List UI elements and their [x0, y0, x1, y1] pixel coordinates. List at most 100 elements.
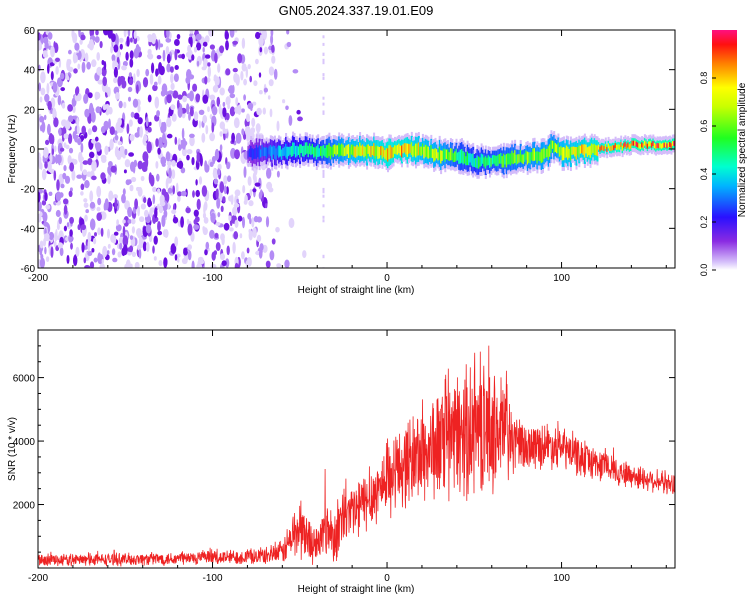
spectrogram-noise-cell [189, 133, 195, 138]
spectrogram-signal-cell [329, 146, 332, 160]
spectrogram-noise-cell [265, 216, 270, 228]
spectrogram-noise-cell [45, 204, 51, 210]
spectrogram-noise-cell [322, 204, 325, 208]
spectrogram-signal-cell [543, 147, 546, 159]
spectrogram-noise-cell [91, 111, 96, 123]
spectrogram-signal-cell [389, 145, 392, 159]
spectrogram-signal-cell [308, 143, 311, 155]
spectrogram-noise-cell [119, 75, 126, 83]
spectrogram-noise-cell [83, 202, 89, 208]
spectrogram-noise-cell [77, 224, 81, 231]
spectrogram-signal-cell [625, 143, 628, 149]
spectrogram-noise-cell [152, 84, 158, 92]
spectrogram-signal-cell [660, 143, 663, 149]
spectrogram-signal-cell [353, 146, 356, 157]
spectrogram-signal-cell [371, 146, 374, 155]
spectrogram-signal-cell [441, 150, 444, 161]
spectrogram-signal-cell [558, 147, 561, 157]
spectrogram-noise-cell [202, 227, 208, 236]
spectrogram-noise-cell [102, 245, 108, 258]
spectrogram-noise-cell [246, 247, 250, 254]
spectrogram-noise-cell [129, 245, 134, 253]
spectrogram-signal-cell [250, 145, 253, 158]
spectrogram-noise-cell [158, 62, 163, 72]
spectrogram-signal-cell [264, 147, 267, 156]
spectrogram-noise-cell [181, 53, 185, 60]
spectrogram-signal-cell [532, 148, 535, 162]
spectrogram-noise-cell [322, 255, 325, 259]
spectrogram-noise-cell [136, 84, 139, 94]
spectrogram-noise-cell [196, 263, 203, 268]
spectrogram-noise-cell [190, 36, 193, 48]
spectrogram-noise-cell [158, 205, 164, 214]
spectrogram-noise-cell [154, 81, 158, 87]
spectrogram-signal-cell [477, 156, 480, 169]
spectrogram-noise-cell [118, 37, 124, 43]
spectrogram-signal-cell [454, 151, 457, 162]
spectrogram-noise-cell [101, 259, 105, 264]
spectrogram-noise-cell [114, 197, 118, 210]
spectrogram-noise-cell [47, 63, 50, 74]
spectrogram-noise-cell [232, 241, 236, 254]
spectrogram-noise-cell [113, 66, 118, 78]
spectrogram-noise-cell [241, 128, 245, 136]
spectrogram-noise-cell [83, 93, 89, 104]
spectrogram-noise-cell [219, 87, 225, 96]
spectrogram-noise-cell [149, 174, 155, 187]
spectrogram-noise-cell [229, 30, 235, 38]
spectrogram-signal-cell [667, 142, 670, 148]
spectrogram-signal-cell [373, 143, 376, 157]
spectrogram-noise-cell [166, 176, 173, 184]
spectrogram-noise-cell [68, 147, 74, 154]
spectrogram-noise-cell [80, 34, 86, 41]
colorbar-tick-label: 0.0 [699, 264, 709, 277]
spectrogram-noise-cell [38, 32, 41, 41]
spectrogram-noise-cell [89, 201, 96, 209]
spectrogram-noise-cell [177, 106, 183, 118]
spectrogram-signal-cell [327, 145, 329, 158]
spectrogram-signal-cell [380, 145, 383, 156]
spectrogram-noise-cell [288, 115, 293, 126]
spectrogram-signal-cell [260, 149, 262, 158]
spectrogram-signal-cell [354, 146, 357, 158]
spectrogram-noise-cell [50, 246, 54, 258]
spectrogram-noise-cell [69, 162, 75, 172]
spectrogram-signal-cell [556, 144, 558, 154]
spectrogram-noise-cell [262, 107, 266, 115]
spectrogram-noise-cell [191, 54, 195, 61]
spectrogram-signal-cell [635, 141, 638, 147]
spectrogram-noise-cell [69, 229, 73, 237]
spectrogram-signal-cell [314, 147, 317, 157]
spectrogram-noise-cell [204, 249, 208, 256]
spectrogram-noise-cell [40, 125, 43, 132]
spectrogram-signal-cell [611, 145, 614, 151]
spectrogram-noise-cell [282, 99, 286, 104]
spectrogram-noise-cell [162, 132, 166, 144]
spectrogram-noise-cell [234, 30, 238, 33]
spectrogram-noise-cell [82, 169, 88, 176]
spectrogram-noise-cell [96, 212, 102, 221]
spectrogram-signal-cell [551, 140, 554, 149]
spectrogram-y-tick-label: -60 [21, 264, 36, 275]
spectrogram-noise-cell [221, 260, 227, 267]
spectrogram-noise-cell [171, 169, 176, 180]
spectrogram-noise-cell [253, 80, 258, 87]
spectrogram-noise-cell [193, 219, 197, 225]
spectrogram-plot-area [38, 30, 675, 268]
spectrogram-noise-cell [161, 162, 166, 167]
spectrogram-noise-cell [186, 103, 190, 115]
spectrogram-noise-cell [322, 96, 325, 100]
spectrogram-signal-cell [427, 146, 430, 159]
spectrogram-signal-cell [251, 148, 254, 161]
spectrogram-noise-cell [211, 156, 217, 162]
spectrogram-signal-cell [666, 143, 669, 149]
spectrogram-signal-cell [579, 145, 582, 154]
spectrogram-noise-cell [262, 244, 268, 253]
spectrogram-noise-cell [252, 172, 256, 182]
spectrogram-signal-cell [544, 149, 547, 158]
spectrogram-noise-cell [95, 142, 102, 152]
spectrogram-signal-cell [571, 146, 574, 155]
spectrogram-noise-cell [172, 185, 175, 195]
spectrogram-signal-cell [586, 147, 589, 157]
spectrogram-noise-cell [39, 116, 45, 123]
